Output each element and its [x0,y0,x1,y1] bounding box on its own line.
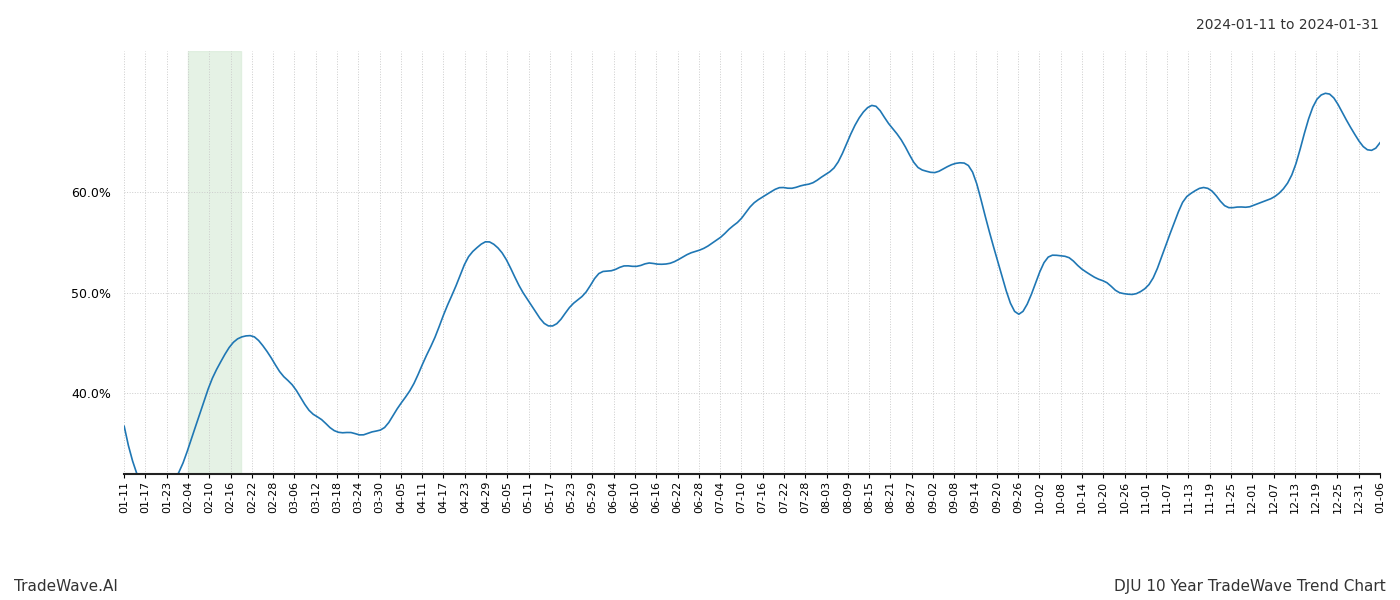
Text: DJU 10 Year TradeWave Trend Chart: DJU 10 Year TradeWave Trend Chart [1114,579,1386,594]
Text: 2024-01-11 to 2024-01-31: 2024-01-11 to 2024-01-31 [1196,18,1379,32]
Text: TradeWave.AI: TradeWave.AI [14,579,118,594]
Bar [188,51,241,473]
